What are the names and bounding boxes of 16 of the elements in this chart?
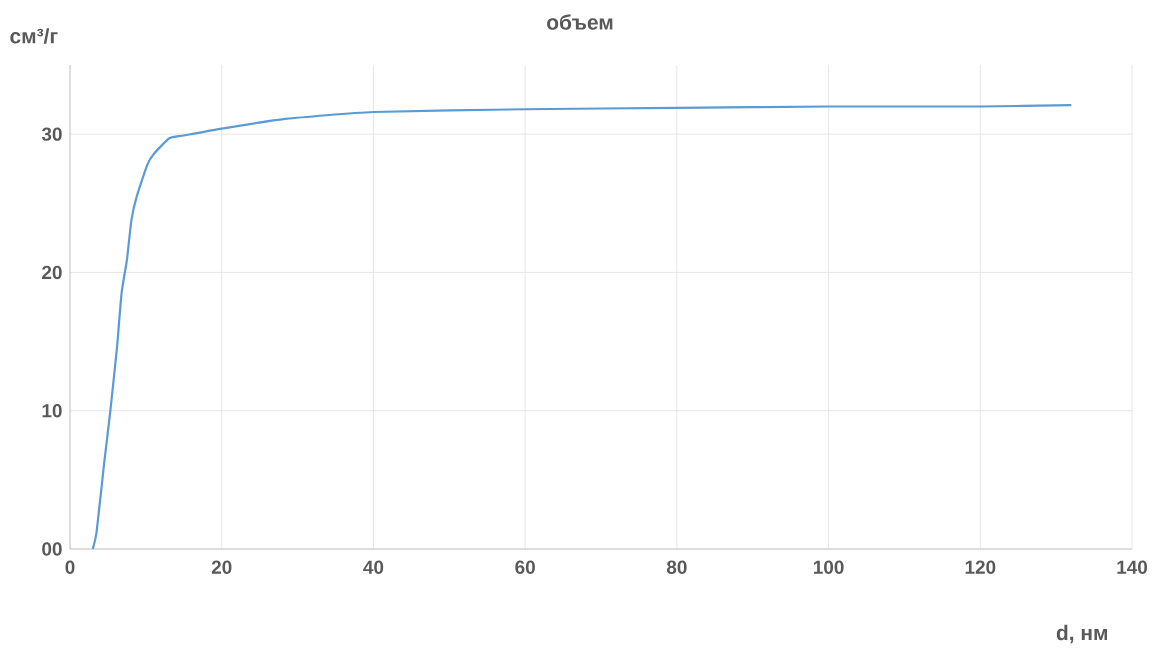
chart-title: объем [547, 14, 613, 30]
x-tick-label: 60 [515, 560, 535, 574]
x-tick-label: 100 [813, 560, 844, 574]
y-tick-label: 20 [42, 265, 62, 280]
y-axis-title: см³/г [10, 28, 58, 44]
line-series [91, 104, 1073, 551]
x-tick-label: 20 [211, 560, 232, 574]
y-tick-label: 10 [42, 404, 62, 418]
x-tick-label: 140 [1117, 560, 1148, 574]
y-tick-label: 30 [41, 127, 62, 141]
x-tick-label: 120 [965, 560, 996, 574]
x-tick-label: 80 [666, 560, 687, 574]
y-tick-label: 00 [42, 542, 62, 556]
x-axis-title: d, нм [1056, 624, 1108, 644]
x-tick-label: 40 [363, 560, 384, 574]
x-tick-label: 0 [65, 560, 75, 574]
